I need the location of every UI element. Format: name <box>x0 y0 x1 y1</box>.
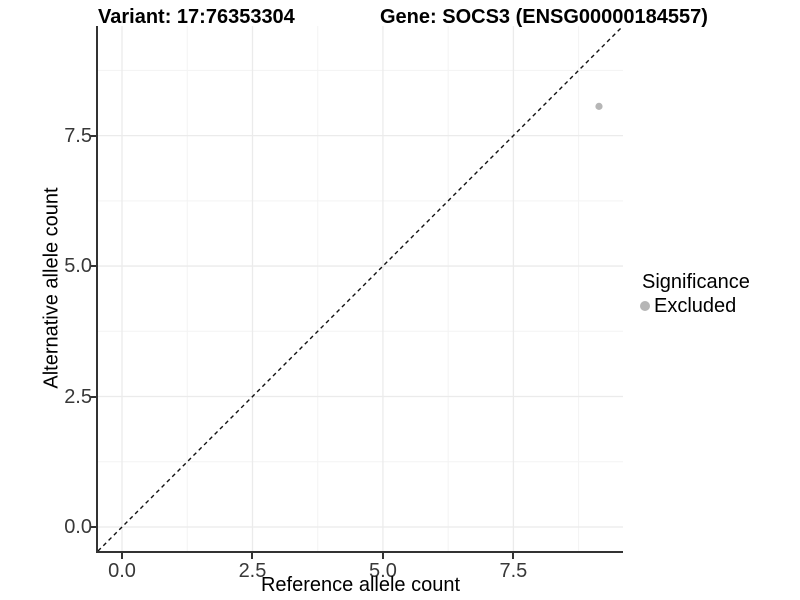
legend-marker-dot-icon <box>640 301 650 311</box>
legend-title: Significance <box>642 271 750 293</box>
x-axis-tick-label: 0.0 <box>108 560 136 582</box>
data-point-excluded <box>595 102 603 110</box>
legend-key <box>636 297 654 315</box>
x-axis-tick <box>381 553 384 559</box>
x-axis-tick-label: 5.0 <box>369 560 397 582</box>
y-axis-title: Alternative allele count <box>40 187 63 389</box>
y-axis-tick-label: 2.5 <box>64 385 92 408</box>
variant-title: Variant: 17:76353304 <box>98 6 295 28</box>
x-axis-tick-label: 7.5 <box>499 560 528 582</box>
identity-line <box>98 26 623 551</box>
y-axis-tick <box>90 265 96 268</box>
plot-panel <box>96 26 623 553</box>
x-axis-tick <box>512 553 515 559</box>
x-axis-tick-label: 2.5 <box>238 560 267 582</box>
x-axis-tick <box>251 553 254 559</box>
y-axis-tick-label: 7.5 <box>64 124 92 147</box>
y-axis-tick <box>90 395 96 398</box>
legend-item-excluded: Excluded <box>636 295 750 317</box>
y-axis-tick <box>90 134 96 137</box>
gene-title: Gene: SOCS3 (ENSG00000184557) <box>380 6 708 28</box>
y-axis-tick-label: 0.0 <box>64 515 92 538</box>
x-axis-title: Reference allele count <box>260 574 460 596</box>
legend-label-excluded: Excluded <box>654 295 737 317</box>
y-axis-tick-label: 5.0 <box>64 255 92 278</box>
y-axis-tick <box>90 525 96 528</box>
x-axis-tick <box>121 553 123 559</box>
plot-svg <box>98 26 623 551</box>
legend: Significance Excluded <box>636 270 750 317</box>
